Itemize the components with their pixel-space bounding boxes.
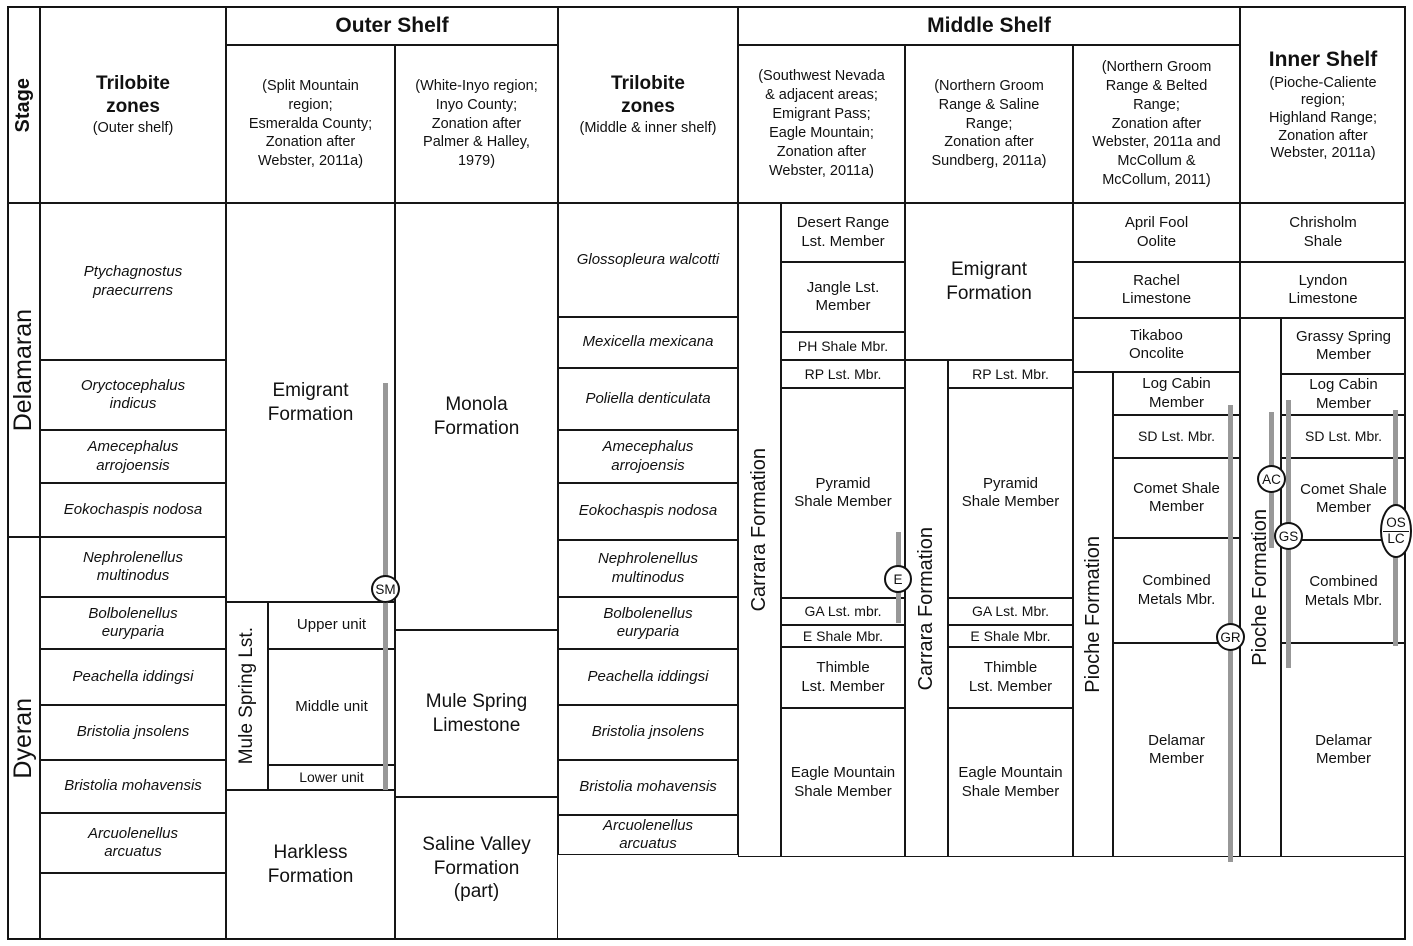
marker-e: E [884,565,912,593]
middle-zone-walcotti: Glossopleura walcotti [558,203,738,317]
cell-tikaboo-oncolite: Tikaboo Oncolite [1073,318,1240,372]
cell-grassy-spring-member: Grassy Spring Member [1281,318,1406,374]
outer-zone-iddingsi: Peachella iddingsi [40,649,226,705]
white-inyo-column-note: (White-Inyo region; Inyo County; Zonatio… [395,45,558,203]
cell-pioche-formation-label-belted: Pioche Formation [1073,372,1113,857]
cell-jangle-member: Jangle Lst. Member [781,262,905,332]
inner-shelf-header: Inner Shelf (Pioche-Caliente region; Hig… [1240,7,1406,203]
outer-zone-arrojoensis: Amecephalus arrojoensis [40,430,226,483]
inner-shelf-title: Inner Shelf [1268,47,1378,71]
stage-column-header: Stage [7,7,40,203]
cell-chrisholm-shale: Chrisholm Shale [1240,203,1406,262]
outer-zone-arcuatus: Arcuolenellus arcuatus [40,813,226,873]
cell-mule-spring-lst-label: Mule Spring Lst. [226,602,268,790]
outer-trilobite-zones-title: Trilobite zones [96,72,170,118]
cell-rp-lst-mbr-groom: RP Lst. Mbr. [948,360,1073,388]
cell-lower-unit: Lower unit [268,765,395,790]
cell-carrara-formation-label-sw: Carrara Formation [738,203,781,857]
cell-sd-lst-mbr-belted: SD Lst. Mbr. [1113,415,1240,458]
stage-dyeran: Dyeran [7,537,40,940]
marker-gr: GR [1216,623,1245,651]
outer-zone-mohavensis: Bristolia mohavensis [40,760,226,813]
middle-zone-nodosa: Eokochaspis nodosa [558,483,738,540]
inner-shelf-note: (Pioche-Caliente region; Highland Range;… [1268,74,1378,162]
cell-ph-shale-mbr: PH Shale Mbr. [781,332,905,360]
cell-monola-formation: Monola Formation [395,203,558,630]
cell-rachel-limestone: Rachel Limestone [1073,262,1240,318]
cell-rp-lst-mbr-sw: RP Lst. Mbr. [781,360,905,388]
cell-pyramid-shale-member-groom: Pyramid Shale Member [948,388,1073,598]
cell-ga-lst-mbr-sw: GA Lst. mbr. [781,598,905,625]
middle-zone-denticulata: Poliella denticulata [558,368,738,430]
cell-comet-shale-member-belted: Comet Shale Member [1113,458,1240,538]
groom-belted-column-note: (Northern Groom Range & Belted Range; Zo… [1073,45,1240,203]
marker-sm: SM [371,575,400,603]
outer-shelf-title: Outer Shelf [226,7,558,45]
outer-zone-praecurrens: Ptychagnostus praecurrens [40,203,226,360]
outer-trilobite-zones-header: Trilobite zones (Outer shelf) [40,7,226,203]
middle-zone-euryparia: Bolbolenellus euryparia [558,597,738,649]
cell-lyndon-limestone: Lyndon Limestone [1240,262,1406,318]
cell-saline-valley-formation: Saline Valley Formation (part) [395,797,558,940]
cell-thimble-member-sw: Thimble Lst. Member [781,647,905,708]
cell-combined-metals-mbr-belted: Combined Metals Mbr. [1113,538,1240,643]
marker-os-label: OS [1383,515,1409,532]
cell-middle-unit: Middle unit [268,649,395,765]
middle-zone-multinodus: Nephrolenellus multinodus [558,540,738,597]
middle-zone-mohavensis: Bristolia mohavensis [558,760,738,815]
outer-zone-indicus: Oryctocephalus indicus [40,360,226,430]
cell-eagle-mountain-member-sw: Eagle Mountain Shale Member [781,708,905,857]
stage-delamaran: Delamaran [7,203,40,537]
cell-delamar-member-belted: Delamar Member [1113,643,1240,857]
cell-ga-lst-mbr-groom: GA Lst. Mbr. [948,598,1073,625]
cell-desert-range-member: Desert Range Lst. Member [781,203,905,262]
cell-log-cabin-member-belted: Log Cabin Member [1113,372,1240,415]
cell-combined-metals-mbr-inner: Combined Metals Mbr. [1281,540,1406,643]
outer-zone-empty [40,873,226,940]
cell-comet-shale-member-inner: Comet Shale Member [1281,458,1406,540]
middle-shelf-title: Middle Shelf [738,7,1240,45]
cell-emigrant-formation-middle: Emigrant Formation [905,203,1073,360]
middle-zone-jnsolens: Bristolia jnsolens [558,705,738,760]
outer-zone-euryparia: Bolbolenellus euryparia [40,597,226,649]
cell-mule-spring-limestone: Mule Spring Limestone [395,630,558,797]
outer-trilobite-zones-subtitle: (Outer shelf) [92,120,174,137]
cell-sd-lst-mbr-inner: SD Lst. Mbr. [1281,415,1406,458]
middle-zone-iddingsi: Peachella iddingsi [558,649,738,705]
cell-e-shale-mbr-groom: E Shale Mbr. [948,625,1073,647]
cell-upper-unit: Upper unit [268,602,395,649]
outer-zone-nodosa: Eokochaspis nodosa [40,483,226,537]
cell-emigrant-formation-outer: Emigrant Formation [226,203,395,602]
sw-nevada-column-note: (Southwest Nevada & adjacent areas; Emig… [738,45,905,203]
marker-lc-label: LC [1387,530,1405,546]
cell-log-cabin-member-inner: Log Cabin Member [1281,374,1406,415]
cell-pyramid-shale-member-sw: Pyramid Shale Member [781,388,905,598]
split-mountain-column-note: (Split Mountain region; Esmeralda County… [226,45,395,203]
middle-trilobite-zones-header: Trilobite zones (Middle & inner shelf) [558,7,738,203]
cell-e-shale-mbr-sw: E Shale Mbr. [781,625,905,647]
cell-eagle-mountain-member-groom: Eagle Mountain Shale Member [948,708,1073,857]
marker-ac: AC [1257,465,1286,493]
marker-gs: GS [1274,522,1303,550]
middle-trilobite-zones-subtitle: (Middle & inner shelf) [579,120,717,137]
groom-saline-column-note: (Northern Groom Range & Saline Range; Zo… [905,45,1073,203]
middle-zone-arrojoensis: Amecephalus arrojoensis [558,430,738,483]
cell-pioche-formation-label-inner: Pioche Formation [1240,318,1281,857]
cell-delamar-member-inner: Delamar Member [1281,643,1406,857]
marker-os-lc: OS LC [1380,504,1412,558]
cell-harkless-formation: Harkless Formation [226,790,395,940]
middle-trilobite-zones-title: Trilobite zones [611,72,685,118]
outer-zone-jnsolens: Bristolia jnsolens [40,705,226,760]
outer-zone-multinodus: Nephrolenellus multinodus [40,537,226,597]
cell-thimble-member-groom: Thimble Lst. Member [948,647,1073,708]
cell-carrara-formation-label-groom: Carrara Formation [905,360,948,857]
middle-zone-arcuatus: Arcuolenellus arcuatus [558,815,738,855]
cell-april-fool-oolite: April Fool Oolite [1073,203,1240,262]
middle-zone-mexicana: Mexicella mexicana [558,317,738,368]
